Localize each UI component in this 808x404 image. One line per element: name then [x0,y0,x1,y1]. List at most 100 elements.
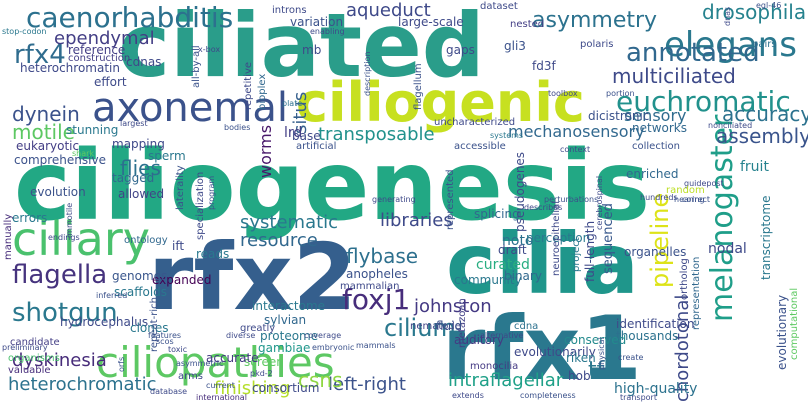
word-systematic: systematic [240,212,339,233]
word-database: database [150,387,188,396]
word-egl-46: egl-46 [756,1,782,10]
word-comprehensive: comprehensive [14,153,106,167]
word-diverse: diverse [226,331,256,340]
word-dicistronic: dicistronic [588,109,650,123]
word-transport: transport [620,393,657,402]
word-artificial: artificial [296,141,337,152]
word-nested: nested [510,19,545,30]
word-evolutionarily: evolutionarily [514,345,596,359]
word-tfs: tfs [588,358,616,383]
word-errors: errors [12,211,48,225]
word-asymmetry: asymmetry [532,8,658,33]
word-ciliopathies: ciliopathies [96,338,335,387]
word-nematode: nematode [410,321,461,332]
word-generating: generating [372,195,416,204]
word-greatly: greatly [240,323,276,334]
word-gaps: gaps [446,43,475,57]
word-toxic: toxic [168,345,188,354]
word-screen: screen [244,355,284,369]
word-rfx1: rfx1 [442,297,642,400]
word-cilium: cilium [384,314,456,342]
word-conserved: conserved [564,333,627,347]
word-rfx4: rfx4 [14,40,66,70]
word-splicing: splicing [474,207,520,221]
word-foxj1: foxj1 [342,283,411,316]
word-mammals: mammals [356,341,396,350]
word-organisms: organisms [8,353,60,364]
word-represented: represented [445,169,456,230]
word-description: description [363,51,372,96]
word-create: create [618,353,644,362]
word-worms: worms [256,124,275,178]
word-high-quality: high-quality [614,381,698,397]
word-alternative: alternative [480,331,524,340]
word-ortholog: ortholog [679,258,690,300]
word-csns: csns [298,368,343,392]
word-shotgun: shotgun [12,298,118,328]
word-dyskinesia: dyskinesia [12,350,107,371]
word-orfs: orfs [117,356,126,372]
word-large-scale: large-scale [398,15,464,29]
word-identification: identification [616,317,695,331]
word-ciliated: ciliated [118,0,485,97]
word-motile: motile [12,120,75,144]
word-ontology: ontology [124,235,168,246]
word-curated: curated [476,257,530,273]
word-flagella: flagella [12,260,108,290]
word-proteome: proteome [260,329,319,343]
word-flybase: flybase [346,244,419,268]
word-construction: construction [68,53,131,64]
word-sensory: sensory [624,106,687,125]
word-ependymal: ependymal [54,28,155,49]
word-systems: systems [490,131,524,140]
word-accuracy: accuracy [722,102,808,126]
word-heterochromatic: heterochromatic [8,374,157,395]
word-current: current [206,381,235,390]
word-rfx2: rfx2 [148,224,357,331]
word-pseudogenes: pseudogenes [513,151,527,232]
word-cdnas: cdnas [126,55,162,69]
word-euchromatic: euchromatic [616,85,791,118]
word-collection: collection [632,141,680,152]
word-transposable: transposable [318,124,435,145]
word-anopheles: anopheles [346,267,408,281]
word-lrd: lrd [284,125,303,141]
word-assembly: assembly [716,124,808,148]
word-annotated: annotated [626,38,760,68]
word-fruit: fruit [740,159,769,175]
word-aqueduct: aqueduct [346,0,431,21]
word-pairs: pairs [752,39,777,50]
word-gli3: gli3 [504,39,526,53]
word-largest: largest [120,119,148,128]
word-flies: flies [120,156,161,180]
word-variation: variation [290,15,344,29]
word-extends: extends [452,391,484,400]
word-dataset: dataset [480,1,518,12]
word-valuable: valuable [8,365,51,376]
word-drosophila: drosophila [702,0,807,24]
word-evolution: evolution [30,185,86,199]
word-pipeline: pipeline [646,192,674,288]
word-describes: describes [524,203,563,212]
word-computational: computational [789,287,800,360]
word-reads: reads [196,247,230,261]
word-cdna: cdna [514,321,539,332]
word-monocilia: monocilia [470,361,519,372]
word-transcriptome: transcriptome [759,195,773,280]
word-international: international [196,393,247,402]
word-accurate: accurate [206,351,259,365]
word-dnas: dnas [723,6,732,26]
word-clones: clones [130,321,169,335]
word-hundreds: hundreds [640,193,678,202]
word-dynein: dynein [12,102,80,126]
word-project: project [571,237,582,272]
word-x-box: x-box [198,45,221,54]
word-gambiae: gambiae [258,341,311,355]
word-allowed: allowed [118,187,165,201]
word-sylvian: sylvian [264,313,307,327]
word-cilia: cilia [446,215,639,313]
word-genomes: genomes [112,269,168,283]
word-thousands: thousands [616,329,679,343]
word-stop-codon: stop-codon [2,27,47,36]
